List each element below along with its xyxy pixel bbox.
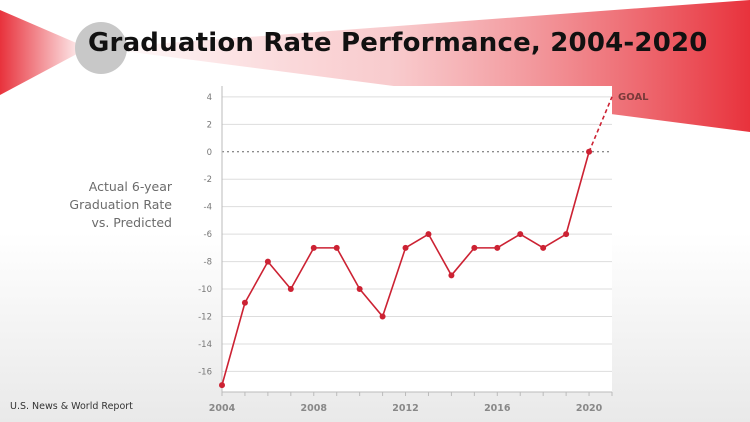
x-tick-label: 2020 xyxy=(576,403,603,414)
y-tick-label: -10 xyxy=(198,285,212,295)
y-tick-label: -6 xyxy=(204,230,212,240)
goal-label: GOAL xyxy=(618,92,649,103)
y-tick-label: -12 xyxy=(198,313,212,323)
goal-projection-line xyxy=(588,96,613,153)
data-point xyxy=(471,244,478,251)
data-point xyxy=(540,244,547,251)
plot-area xyxy=(222,86,612,392)
x-tick-label: 2016 xyxy=(484,403,511,414)
data-point xyxy=(310,244,317,251)
y-tick-label: -14 xyxy=(198,340,212,350)
left-red-wedge xyxy=(0,10,88,95)
data-point xyxy=(563,231,570,238)
data-point xyxy=(333,244,340,251)
data-point xyxy=(494,244,501,251)
x-tick-label: 2008 xyxy=(301,403,328,414)
y-axis-label-line-2: Graduation Rate xyxy=(69,197,172,212)
y-axis-label-line-1: Actual 6-year xyxy=(88,179,172,194)
data-point xyxy=(425,231,432,238)
data-point xyxy=(448,272,455,279)
y-tick-label: -8 xyxy=(204,258,212,268)
data-point xyxy=(402,244,409,251)
data-point xyxy=(586,148,593,155)
x-tick-label: 2004 xyxy=(209,403,236,414)
y-tick-label: -16 xyxy=(198,367,212,377)
data-point xyxy=(356,286,363,293)
x-tick-label: 2012 xyxy=(392,403,418,414)
data-point xyxy=(264,258,271,265)
page-title: Graduation Rate Performance, 2004-2020 xyxy=(88,28,708,58)
y-tick-label: -4 xyxy=(204,203,212,213)
y-tick-label: 2 xyxy=(207,120,212,130)
title-bullet-circle xyxy=(75,22,127,74)
data-point xyxy=(219,382,225,389)
source-credit: U.S. News & World Report xyxy=(10,401,133,412)
data-point xyxy=(517,231,524,238)
y-tick-label: -2 xyxy=(204,175,212,185)
y-axis-label-line-3: vs. Predicted xyxy=(91,215,172,230)
y-tick-label: 4 xyxy=(207,93,212,103)
y-axis-label: Actual 6-year Graduation Rate vs. Predic… xyxy=(40,178,172,232)
y-tick-label: 0 xyxy=(207,148,212,158)
data-point xyxy=(379,313,386,320)
data-point xyxy=(287,286,294,293)
data-point xyxy=(241,299,248,306)
